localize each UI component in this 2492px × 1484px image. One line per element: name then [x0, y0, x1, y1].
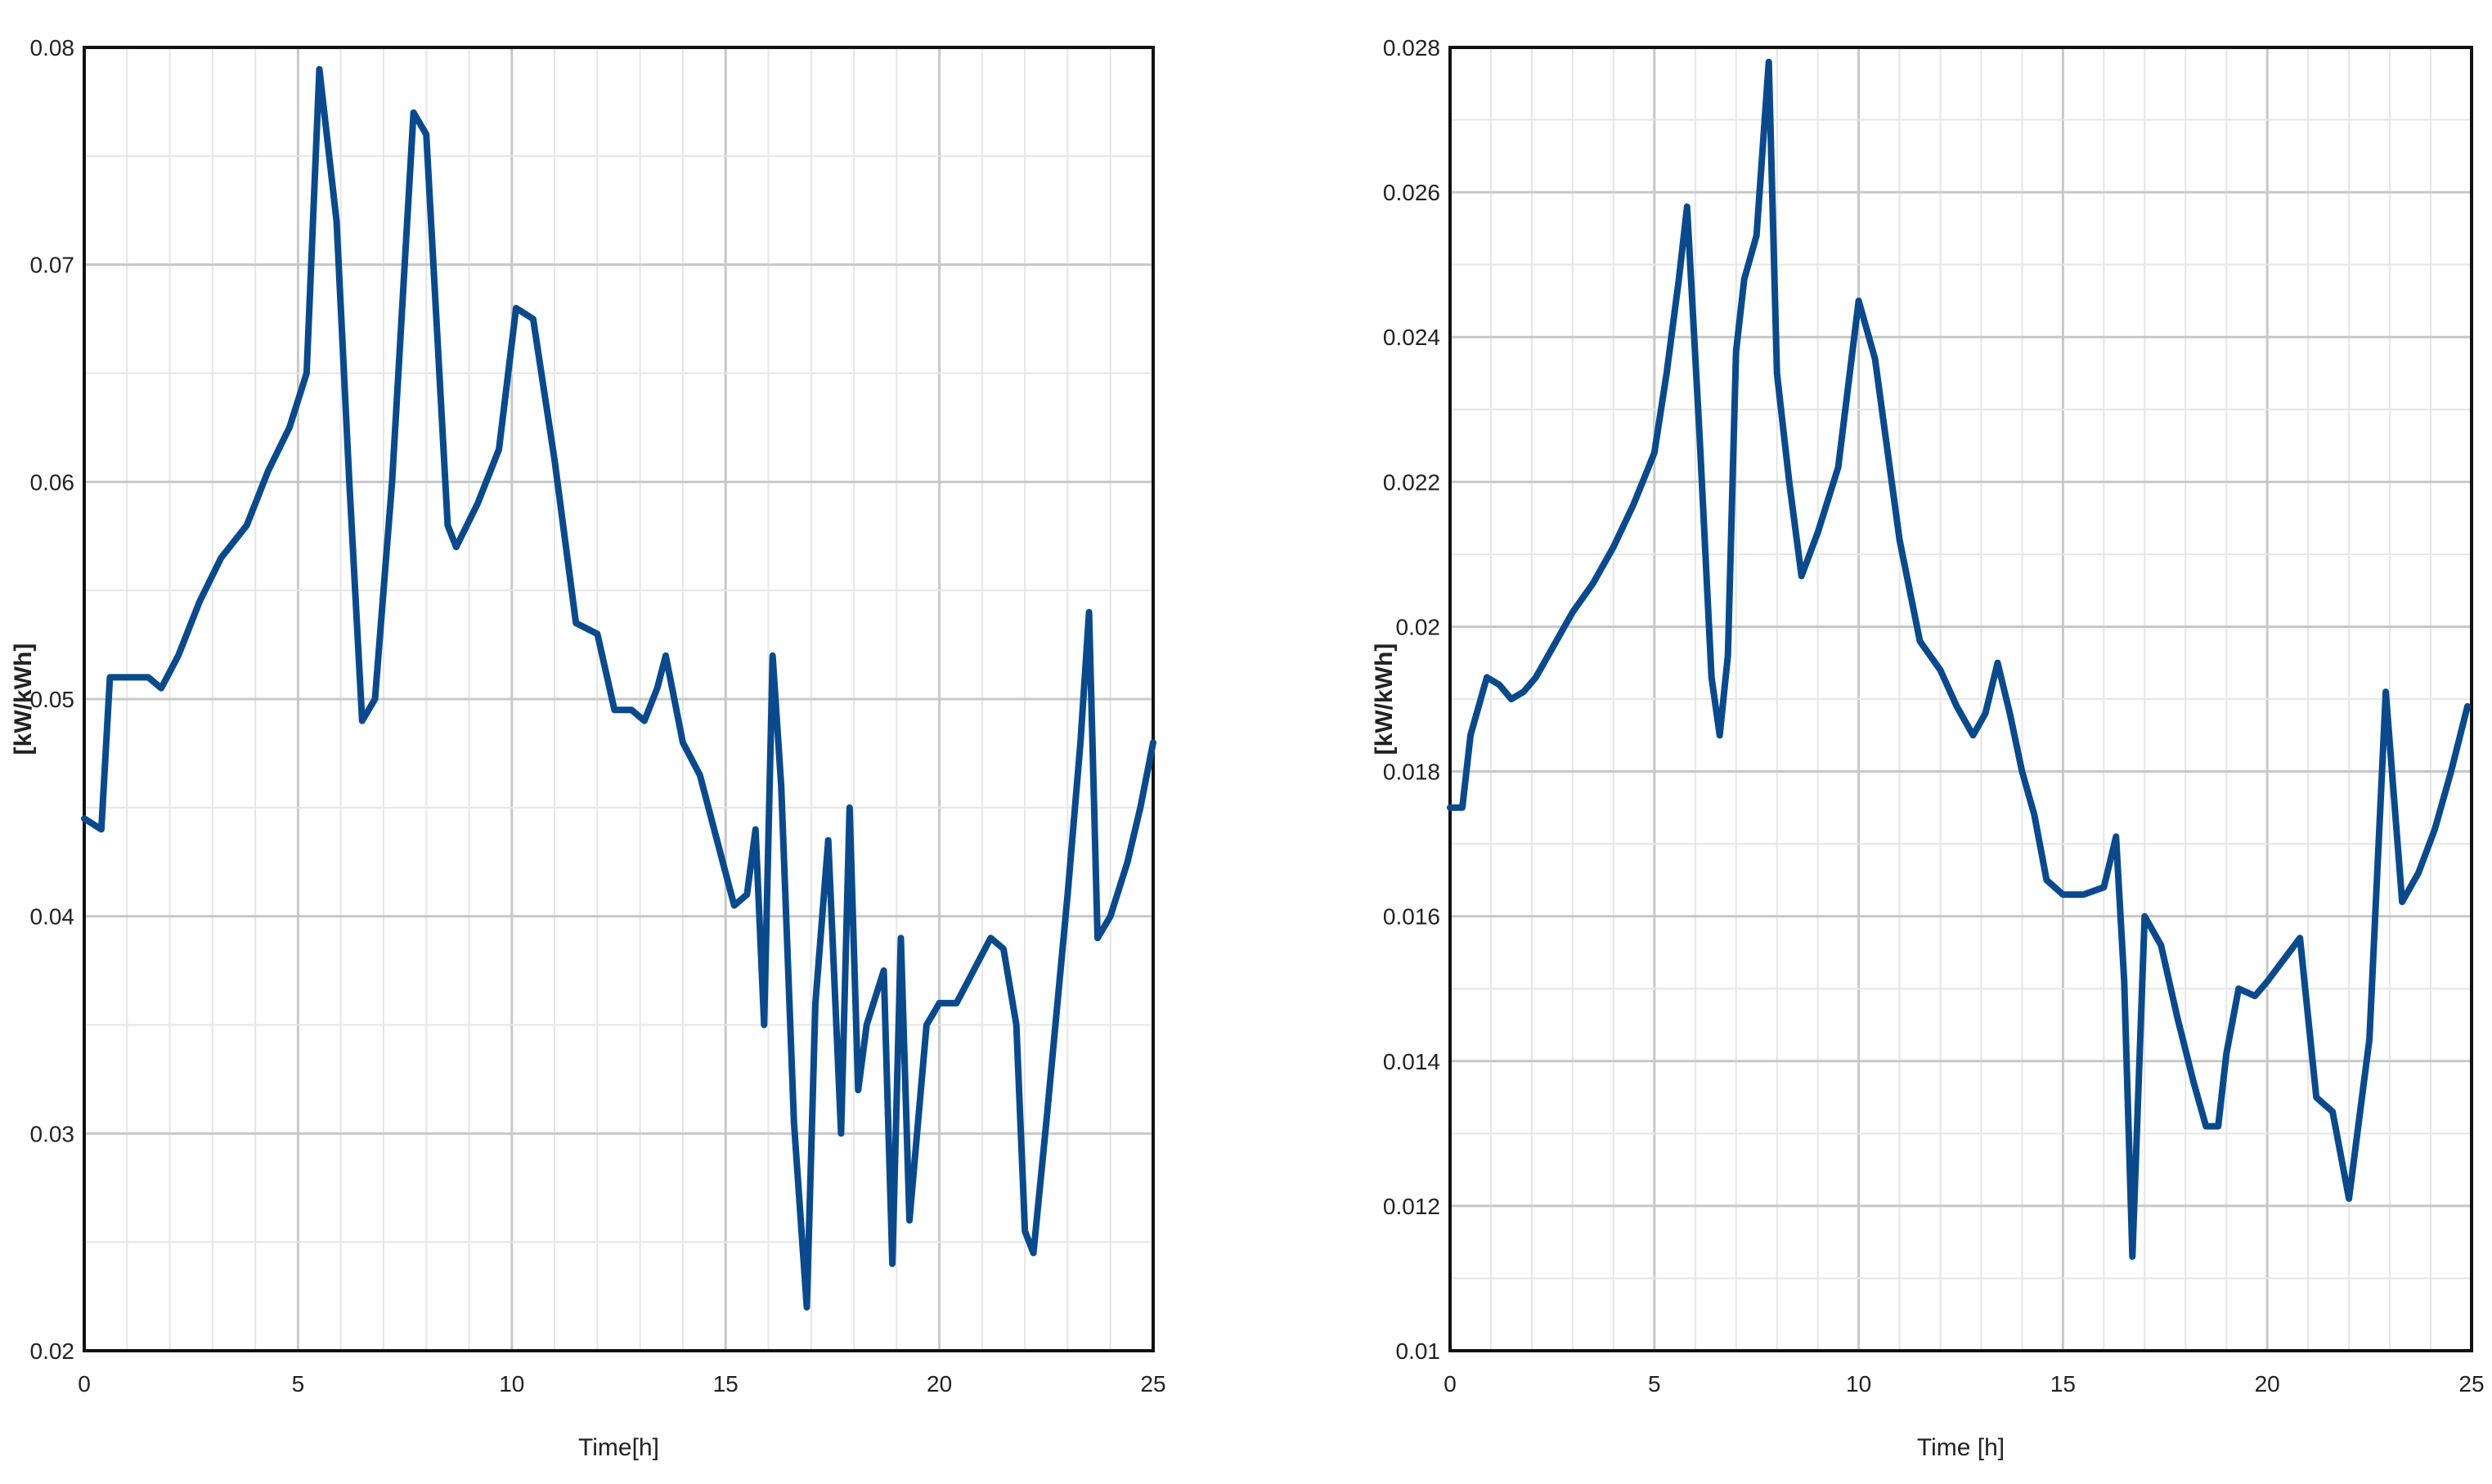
chart-right-x-axis-label: Time [h] [1917, 1434, 2005, 1461]
chart-left-y-tick-label: 0.04 [30, 904, 75, 930]
chart-left-series-group [81, 65, 1156, 1311]
chart-right-x-tick-label: 5 [1648, 1371, 1661, 1397]
chart-left-x-tick-label: 5 [292, 1371, 305, 1397]
chart-left: 0.020.030.040.050.060.070.08 0 5 10 15 20 25 … [10, 35, 1166, 1461]
chart-right-x-tick-label: 25 [2458, 1371, 2484, 1397]
chart-right-y-tick-label: 0.012 [1383, 1194, 1440, 1219]
chart-right-y-tick-label: 0.02 [1396, 614, 1441, 639]
chart-left-series-line [81, 65, 1156, 1311]
chart-right-y-tick-labels: 0.01 0.012 0.014 0.016 0.018 0.02 0.022 0.024 0.… [1383, 35, 1440, 1364]
chart-left-y-tick-label: 0.03 [30, 1121, 75, 1146]
chart-right-x-tick-label: 15 [2050, 1371, 2076, 1397]
chart-left-x-tick-label: 15 [713, 1371, 739, 1397]
chart-right-x-tick-label: 0 [1444, 1371, 1457, 1397]
chart-right-x-tick-label: 20 [2255, 1371, 2280, 1397]
chart-right-y-tick-label: 0.016 [1383, 904, 1440, 930]
chart-right-x-tick-labels: 0 5 10 15 20 25 [1444, 1371, 2484, 1397]
chart-right-y-tick-label: 0.022 [1383, 469, 1440, 495]
chart-right-y-tick-label: 0.018 [1383, 760, 1440, 785]
chart-left-x-tick-label: 20 [927, 1371, 952, 1397]
chart-right-y-tick-label: 0.014 [1383, 1049, 1440, 1074]
chart-left-x-tick-label: 10 [499, 1371, 524, 1397]
chart-left-y-tick-label: 0.08 [30, 35, 75, 61]
chart-left-x-tick-label: 0 [78, 1371, 91, 1397]
chart-left-y-tick-label: 0.02 [30, 1338, 75, 1364]
chart-left-x-axis-label: Time[h] [578, 1434, 659, 1461]
chart-left-y-axis-label: [kW/kWh] [10, 643, 37, 755]
chart-right-y-tick-label: 0.024 [1383, 325, 1440, 350]
chart-right: 0.01 0.012 0.014 0.016 0.018 0.02 0.022 0.024 0.… [1371, 35, 2485, 1461]
chart-left-plot-frame [83, 46, 1155, 1352]
chart-right-y-tick-label: 0.026 [1383, 180, 1440, 205]
chart-right-y-axis-label: [kW/kWh] [1371, 643, 1398, 755]
chart-right-y-tick-label: 0.028 [1383, 35, 1440, 61]
chart-left-y-tick-label: 0.05 [30, 687, 75, 712]
chart-right-x-tick-label: 10 [1846, 1371, 1871, 1397]
chart-left-y-tick-label: 0.07 [30, 253, 75, 278]
chart-right-plot-frame [1448, 46, 2473, 1352]
chart-right-series-group [1447, 58, 2471, 1260]
chart-left-y-tick-labels: 0.02 0.03 0.04 0.05 0.06 0.07 0.08 [30, 35, 75, 1364]
chart-right-y-tick-label: 0.01 [1396, 1338, 1441, 1364]
chart-left-x-tick-labels: 0 5 10 15 20 25 [78, 1371, 1165, 1397]
chart-right-series-line [1447, 58, 2471, 1260]
chart-left-y-tick-label: 0.06 [30, 469, 75, 495]
chart-left-x-tick-label: 25 [1140, 1371, 1165, 1397]
